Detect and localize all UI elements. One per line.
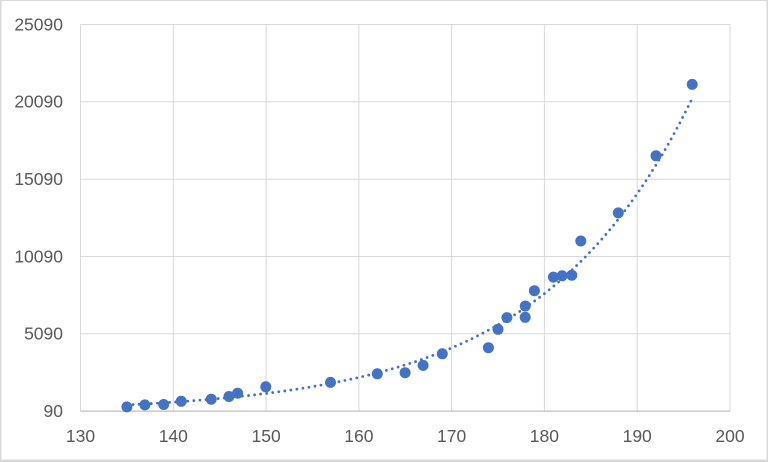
svg-text:170: 170: [437, 426, 466, 446]
svg-text:150: 150: [251, 426, 280, 446]
svg-text:200: 200: [715, 426, 744, 446]
svg-text:5090: 5090: [24, 324, 63, 344]
svg-text:20090: 20090: [14, 92, 63, 112]
svg-text:180: 180: [530, 426, 559, 446]
svg-text:90: 90: [44, 401, 64, 421]
svg-text:130: 130: [66, 426, 95, 446]
svg-text:15090: 15090: [14, 169, 63, 189]
svg-text:25090: 25090: [14, 14, 63, 34]
svg-text:140: 140: [159, 426, 188, 446]
svg-text:190: 190: [623, 426, 652, 446]
svg-text:160: 160: [344, 426, 373, 446]
svg-text:10090: 10090: [14, 246, 63, 266]
